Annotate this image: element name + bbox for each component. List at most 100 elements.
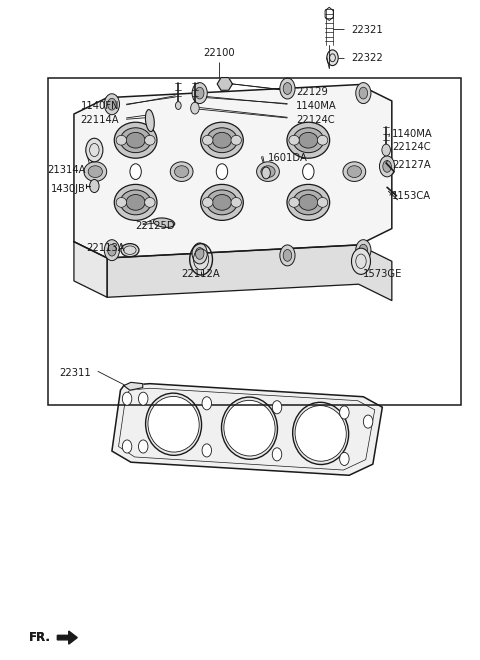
Ellipse shape bbox=[126, 195, 145, 211]
Text: 1153CA: 1153CA bbox=[392, 191, 431, 201]
Circle shape bbox=[108, 244, 116, 256]
Ellipse shape bbox=[114, 184, 157, 220]
Ellipse shape bbox=[114, 122, 157, 158]
Text: 1430JB: 1430JB bbox=[51, 183, 86, 193]
Circle shape bbox=[104, 94, 120, 115]
Bar bbox=[48, 78, 461, 405]
Ellipse shape bbox=[257, 162, 279, 182]
Circle shape bbox=[122, 440, 132, 453]
Polygon shape bbox=[74, 84, 392, 258]
Ellipse shape bbox=[206, 128, 238, 152]
Circle shape bbox=[380, 156, 395, 177]
Text: 22114A: 22114A bbox=[80, 115, 119, 125]
Ellipse shape bbox=[203, 135, 213, 145]
Ellipse shape bbox=[213, 195, 231, 211]
Circle shape bbox=[302, 164, 314, 180]
Ellipse shape bbox=[213, 133, 231, 148]
Ellipse shape bbox=[144, 197, 155, 207]
Text: 22124C: 22124C bbox=[392, 143, 431, 152]
Ellipse shape bbox=[299, 195, 318, 211]
Ellipse shape bbox=[145, 110, 154, 131]
Circle shape bbox=[359, 87, 368, 99]
Ellipse shape bbox=[295, 406, 346, 461]
Text: 1601DA: 1601DA bbox=[267, 153, 307, 163]
Ellipse shape bbox=[121, 244, 139, 257]
Ellipse shape bbox=[175, 166, 189, 178]
Ellipse shape bbox=[201, 122, 243, 158]
Text: 1140MA: 1140MA bbox=[296, 101, 337, 111]
Circle shape bbox=[86, 138, 103, 162]
Ellipse shape bbox=[170, 162, 193, 182]
Circle shape bbox=[216, 164, 228, 180]
Text: 22124C: 22124C bbox=[296, 115, 335, 125]
Text: FR.: FR. bbox=[29, 631, 51, 644]
Circle shape bbox=[138, 392, 148, 405]
Text: 22322: 22322 bbox=[351, 53, 383, 63]
Text: 22100: 22100 bbox=[203, 48, 234, 58]
FancyArrow shape bbox=[57, 631, 77, 644]
Text: FR.: FR. bbox=[29, 631, 51, 644]
Circle shape bbox=[351, 248, 371, 275]
Ellipse shape bbox=[231, 197, 241, 207]
Ellipse shape bbox=[148, 397, 199, 452]
Circle shape bbox=[122, 392, 132, 405]
Ellipse shape bbox=[116, 135, 127, 145]
Circle shape bbox=[383, 160, 391, 172]
Circle shape bbox=[192, 243, 207, 264]
Circle shape bbox=[359, 244, 368, 256]
Circle shape bbox=[340, 452, 349, 465]
Ellipse shape bbox=[206, 190, 238, 214]
Ellipse shape bbox=[299, 133, 318, 148]
Ellipse shape bbox=[84, 162, 107, 182]
Circle shape bbox=[192, 82, 207, 104]
Circle shape bbox=[272, 401, 282, 414]
Text: 22125D: 22125D bbox=[136, 221, 175, 231]
Text: 22321: 22321 bbox=[351, 25, 383, 35]
Polygon shape bbox=[74, 242, 107, 297]
Ellipse shape bbox=[317, 135, 328, 145]
Circle shape bbox=[90, 180, 99, 193]
Circle shape bbox=[280, 245, 295, 266]
Circle shape bbox=[195, 87, 204, 99]
Circle shape bbox=[176, 102, 181, 110]
Ellipse shape bbox=[231, 135, 241, 145]
Circle shape bbox=[108, 98, 116, 110]
Circle shape bbox=[280, 78, 295, 99]
Circle shape bbox=[283, 82, 292, 94]
Circle shape bbox=[363, 415, 373, 428]
Ellipse shape bbox=[289, 135, 300, 145]
Ellipse shape bbox=[287, 122, 330, 158]
Circle shape bbox=[192, 104, 198, 112]
Ellipse shape bbox=[293, 403, 348, 465]
Ellipse shape bbox=[293, 128, 324, 152]
Ellipse shape bbox=[126, 133, 145, 148]
Ellipse shape bbox=[343, 162, 366, 182]
Circle shape bbox=[202, 397, 212, 410]
Circle shape bbox=[272, 447, 282, 461]
Circle shape bbox=[104, 240, 120, 261]
Ellipse shape bbox=[145, 393, 202, 455]
Circle shape bbox=[130, 164, 141, 180]
Ellipse shape bbox=[347, 166, 361, 178]
Polygon shape bbox=[112, 383, 383, 475]
Circle shape bbox=[356, 82, 371, 104]
Ellipse shape bbox=[224, 401, 275, 456]
Circle shape bbox=[283, 249, 292, 261]
Circle shape bbox=[191, 102, 199, 114]
Circle shape bbox=[340, 406, 349, 419]
Circle shape bbox=[195, 248, 204, 259]
Circle shape bbox=[138, 440, 148, 453]
Polygon shape bbox=[107, 245, 392, 300]
Text: 1140FN: 1140FN bbox=[81, 101, 119, 111]
Ellipse shape bbox=[88, 166, 102, 178]
Ellipse shape bbox=[221, 397, 277, 459]
Polygon shape bbox=[217, 78, 232, 90]
Ellipse shape bbox=[120, 128, 151, 152]
Ellipse shape bbox=[116, 197, 127, 207]
Polygon shape bbox=[124, 382, 143, 390]
Text: 1573GE: 1573GE bbox=[363, 269, 403, 279]
Circle shape bbox=[356, 240, 371, 261]
Text: 22127A: 22127A bbox=[392, 160, 431, 170]
Ellipse shape bbox=[203, 197, 213, 207]
Text: 22113A: 22113A bbox=[86, 242, 124, 253]
